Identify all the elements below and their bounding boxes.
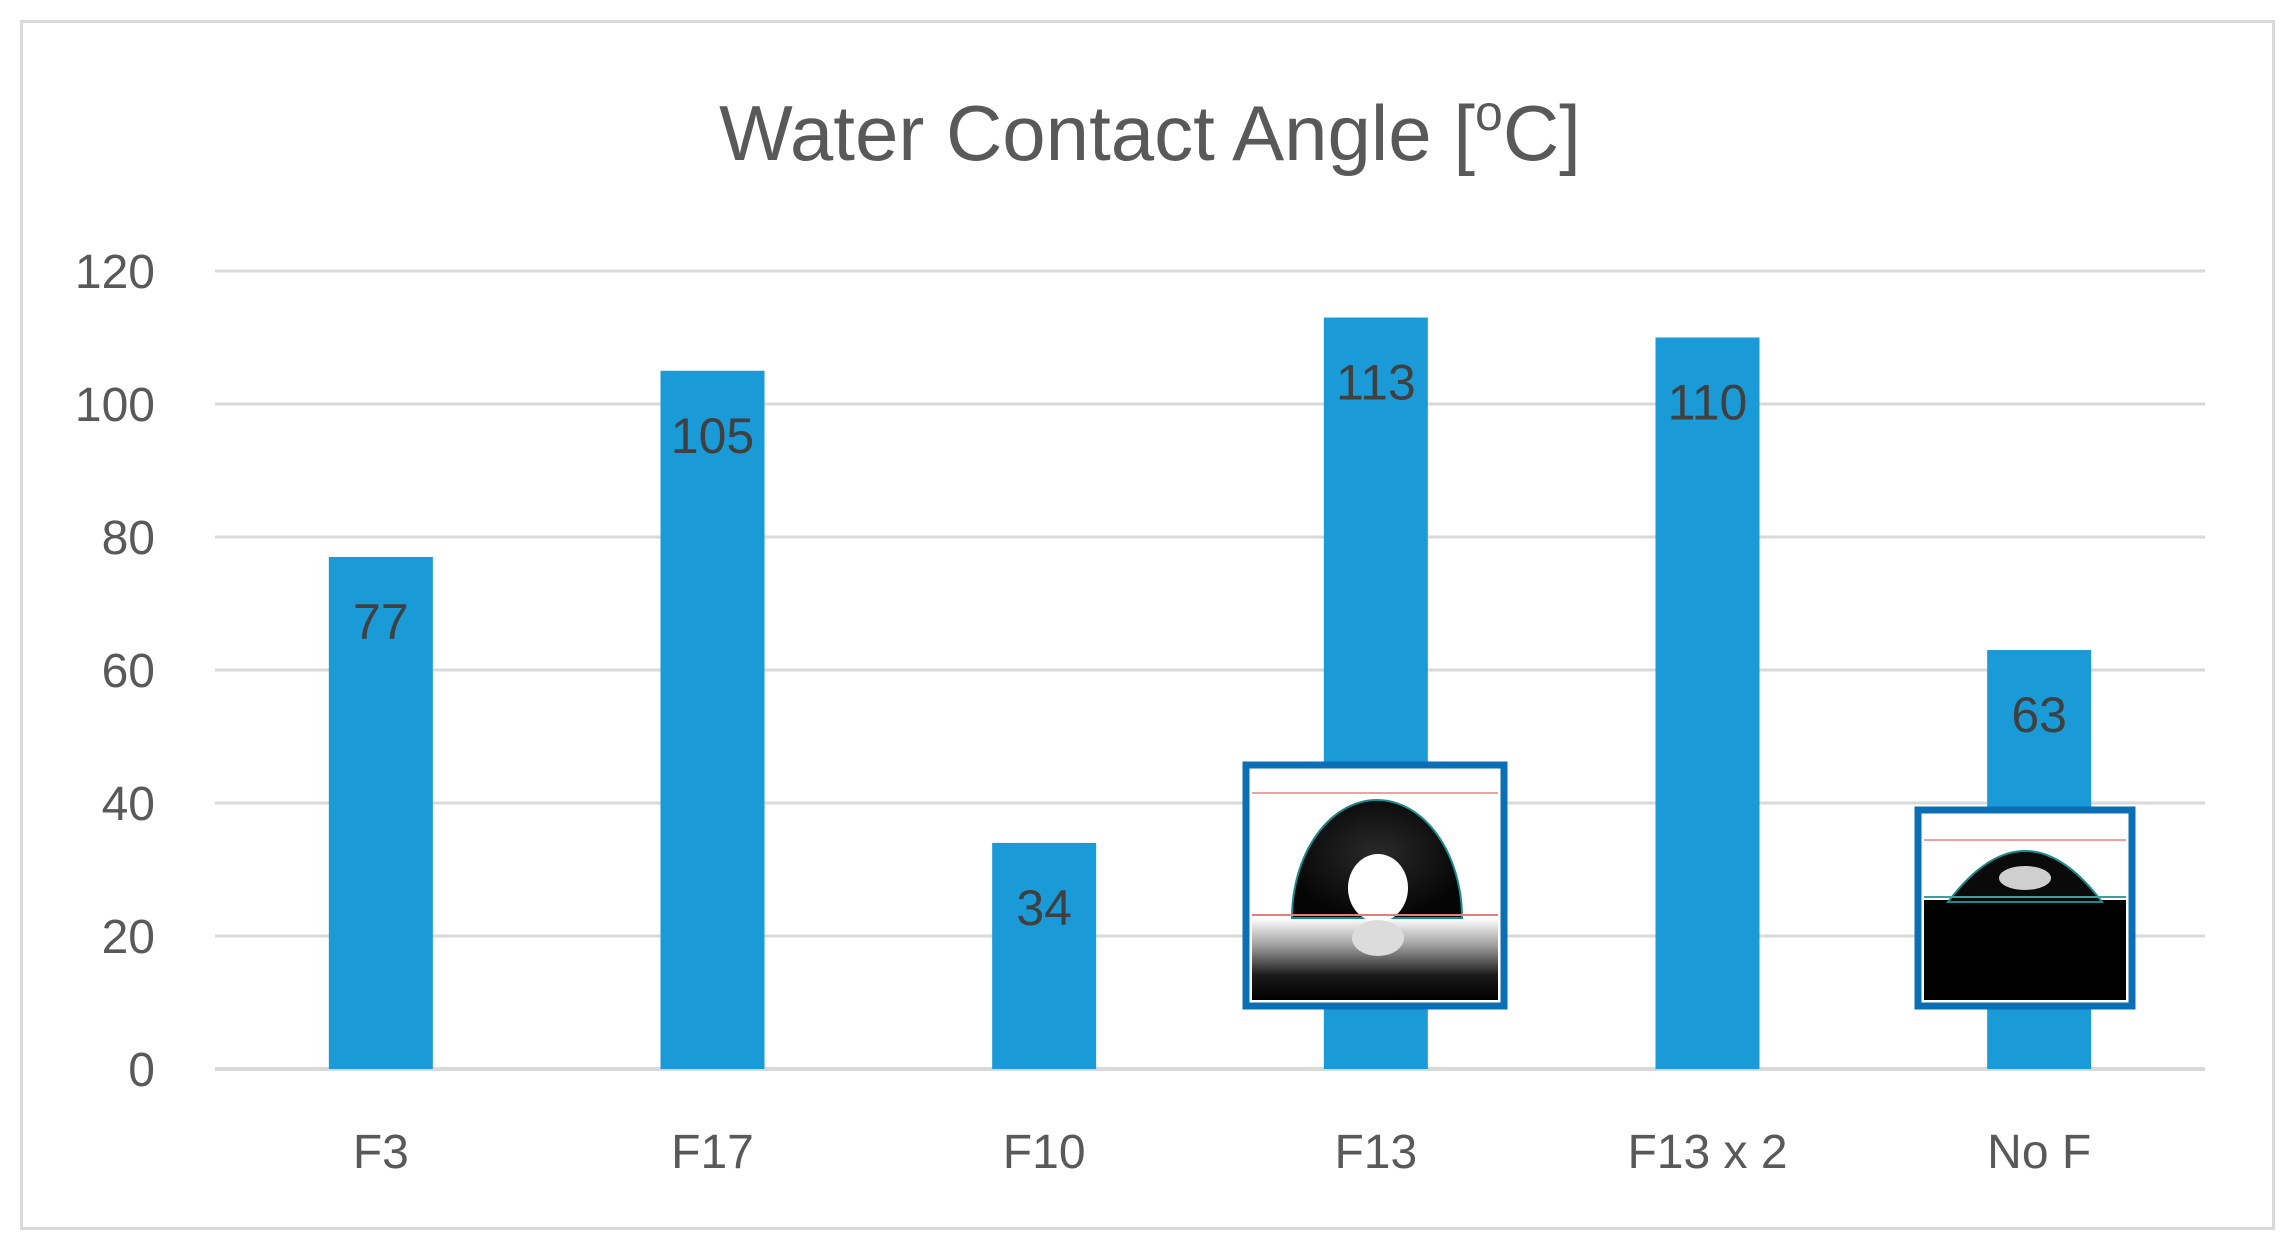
x-tick-label: F10 (1003, 1126, 1086, 1179)
y-axis-ticks: 0 20 40 60 80 100 120 (75, 246, 155, 1097)
data-label: 34 (1016, 880, 1072, 936)
inset-image-f13 (1242, 761, 1508, 1010)
bar (660, 370, 765, 1069)
x-tick-label: F13 (1334, 1126, 1417, 1179)
chart-title-end: C] (1503, 89, 1581, 177)
inset-image-no-f (1914, 806, 2136, 1010)
chart-title: Water Contact Angle [oC] (719, 85, 1581, 177)
y-tick-label: 40 (102, 778, 155, 831)
bar (1655, 337, 1760, 1069)
data-label: 77 (353, 594, 409, 650)
data-labels: 77 105 34 113 110 63 (353, 355, 2067, 936)
x-tick-label: F3 (353, 1126, 409, 1179)
x-tick-label: F13 x 2 (1627, 1126, 1787, 1179)
chart-title-main: Water Contact Angle [ (719, 89, 1475, 177)
bars (328, 317, 2092, 1069)
chart-title-superscript: o (1475, 85, 1503, 141)
y-tick-label: 100 (75, 379, 155, 432)
y-tick-label: 60 (102, 645, 155, 698)
x-tick-label: No F (1987, 1126, 2091, 1179)
data-label: 63 (2011, 687, 2067, 743)
y-tick-label: 0 (128, 1044, 155, 1097)
gridlines (215, 269, 2205, 1071)
y-tick-label: 20 (102, 911, 155, 964)
y-tick-label: 120 (75, 246, 155, 299)
y-tick-label: 80 (102, 512, 155, 565)
data-label: 110 (1668, 375, 1748, 431)
bar (328, 556, 433, 1069)
data-label: 105 (671, 408, 754, 464)
x-axis-ticks: F3 F17 F10 F13 F13 x 2 No F (353, 1126, 2091, 1179)
data-label: 113 (1336, 355, 1416, 411)
x-tick-label: F17 (671, 1126, 754, 1179)
bar (992, 842, 1097, 1069)
